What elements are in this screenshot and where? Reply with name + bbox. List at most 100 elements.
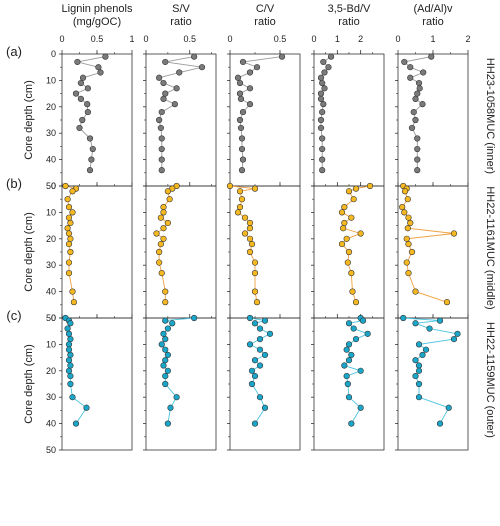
y-tick-label: 20 [46,234,56,244]
data-point [352,336,360,343]
data-point [158,270,165,277]
site-label: HH22-1161MUC (middle) [484,186,496,309]
x-tick-label: 0 [311,34,316,44]
panel-frame [397,185,469,319]
data-point [345,320,353,327]
data-point [407,219,414,227]
data-point [405,214,412,221]
data-point [344,380,351,388]
data-point [246,235,254,242]
y-tick-label: 20 [46,366,56,376]
data-point [415,341,423,348]
data-point [253,64,261,71]
x-tick-label: 1 [430,34,435,44]
data-point [320,101,327,108]
data-point [344,259,351,266]
data-point [241,230,249,237]
data-point [399,204,406,211]
data-point [65,214,73,221]
y-tick-label: 40 [46,419,56,429]
data-point [246,248,254,256]
data-point [350,196,357,203]
data-point [234,74,242,81]
data-point [340,225,347,232]
data-point [426,325,433,332]
data-point [173,394,180,401]
data-point [414,156,421,163]
data-point [317,90,325,97]
data-point [341,362,348,369]
data-point [348,270,355,277]
data-point [236,204,244,211]
y-tick-label: 20 [46,102,56,112]
data-point [79,74,87,81]
data-point [158,145,165,153]
column-title-line2: ratio [170,16,191,28]
data-point [72,90,80,97]
data-point [345,188,353,195]
data-point [350,325,357,332]
data-point [160,209,167,216]
data-point [349,288,356,295]
data-point [158,135,165,142]
y-tick-label: 40 [46,155,56,165]
y-tick-label: 50 [46,445,56,455]
data-point [234,209,242,216]
data-point [89,145,96,153]
x-tick-label: 0.5 [91,34,104,44]
data-point [67,320,74,327]
column-title-line2: (mg/gOC) [73,16,121,28]
data-point [450,230,458,237]
data-point [77,95,84,102]
data-point [158,108,165,116]
data-point [436,420,444,427]
x-tick-label: 2 [465,34,470,44]
data-point [158,156,165,163]
data-point [278,53,286,60]
column-title-line2: ratio [338,16,359,28]
data-point [319,145,326,153]
column-title-line1: Lignin phenols [62,3,133,15]
data-point [160,225,167,232]
panel-frame [229,317,301,451]
data-point [238,145,246,153]
x-tick-label: 1 [129,34,134,44]
data-point [162,346,169,353]
data-point [65,357,73,364]
data-point [246,341,254,348]
data-point [345,248,353,256]
panel-label: (c) [6,308,21,323]
data-point [236,188,244,195]
data-point [251,372,259,380]
data-point [319,108,326,116]
y-tick-label: 10 [46,207,56,217]
data-point [176,69,183,76]
data-point [169,320,176,327]
data-point [65,204,73,211]
data-point [226,182,234,190]
x-tick-label: 0 [395,34,400,44]
data-point [65,270,73,277]
data-point [317,74,325,81]
data-point [345,341,353,348]
data-point [77,79,84,87]
column-title-line1: S/V [172,3,190,15]
data-point [251,185,259,192]
data-point [357,367,364,374]
data-point [160,79,167,87]
data-point [65,346,73,353]
data-point [62,182,69,190]
data-point [164,367,171,374]
data-point [352,299,360,306]
data-point [414,167,421,174]
site-label: HH23-1058MUC (inner) [484,58,496,174]
data-point [162,380,169,388]
data-point [160,330,167,337]
data-point [88,156,95,163]
y-tick-label: 10 [46,339,56,349]
data-point [236,79,244,87]
data-point [156,116,163,124]
data-point [352,185,360,192]
data-point [407,74,414,81]
